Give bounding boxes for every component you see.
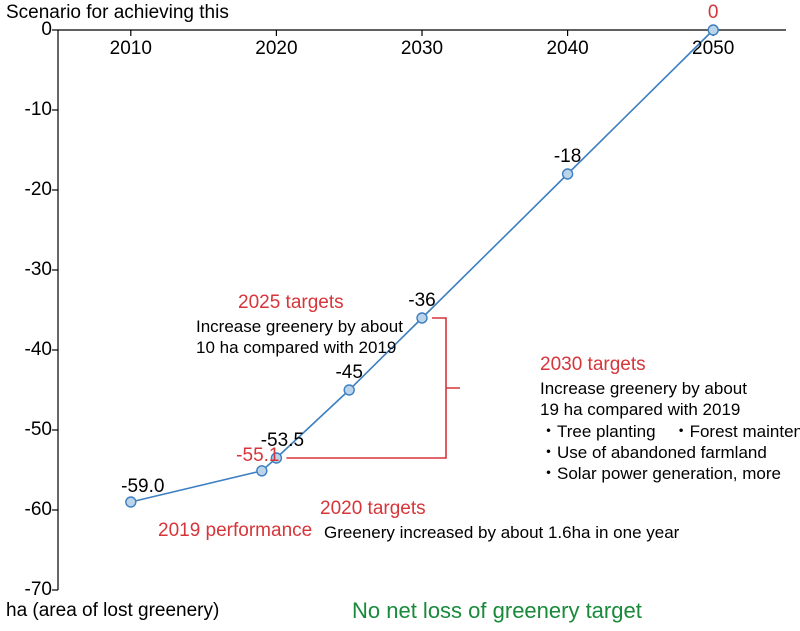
x-tick-label: 2040 [546,38,588,60]
point-label: 0 [708,2,719,24]
y-axis-caption: ha (area of lost greenery) [6,600,219,622]
x-tick-label: 2030 [401,38,443,60]
y-tick-label: -60 [2,499,52,521]
annot-2020-body: Greenery increased by about 1.6ha in one… [324,522,679,543]
y-tick-label: -20 [2,179,52,201]
green-caption: No net loss of greenery target [352,598,642,624]
y-tick-label: -30 [2,259,52,281]
x-tick-label: 2020 [255,38,297,60]
point-label: -18 [554,146,581,168]
annot-2025-body: Increase greenery by about 10 ha compare… [196,316,403,359]
point-label: -59.0 [121,476,164,498]
y-tick-label: -70 [2,579,52,601]
annot-2020-title: 2020 targets [320,498,426,520]
x-tick-label: 2050 [692,38,734,60]
annot-2019-perf: 2019 performance [158,520,312,542]
annot-2030-body: Increase greenery by about 19 ha compare… [540,378,800,484]
x-tick-label: 2010 [110,38,152,60]
point-label: -36 [408,290,435,312]
point-label: -53.5 [261,430,304,452]
y-tick-label: -50 [2,419,52,441]
annot-2030-title: 2030 targets [540,354,646,376]
annot-2025-title: 2025 targets [238,292,344,314]
point-label: -45 [335,362,362,384]
y-tick-label: -10 [2,99,52,121]
y-tick-label: 0 [2,19,52,41]
y-tick-label: -40 [2,339,52,361]
